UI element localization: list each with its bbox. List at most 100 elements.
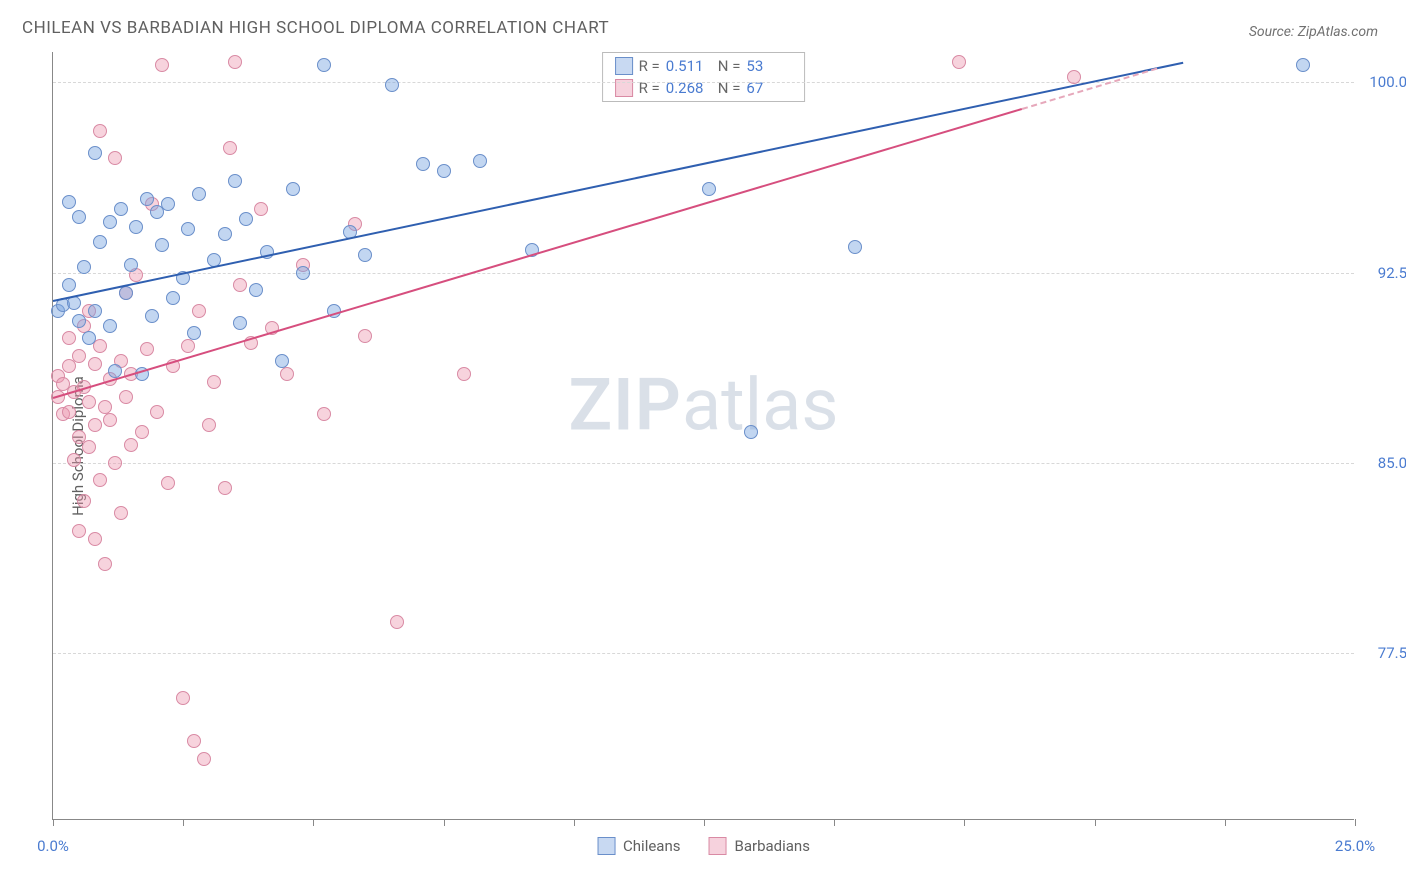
scatter-point <box>150 405 164 419</box>
scatter-point <box>228 174 242 188</box>
scatter-point <box>187 734 201 748</box>
scatter-point <box>88 357 102 371</box>
legend-label-barbadians: Barbadians <box>735 837 810 855</box>
x-tick <box>1355 819 1356 826</box>
scatter-point <box>62 331 76 345</box>
scatter-point <box>848 240 862 254</box>
scatter-point <box>88 418 102 432</box>
scatter-point <box>233 316 247 330</box>
scatter-point <box>108 151 122 165</box>
scatter-point <box>1296 58 1310 72</box>
scatter-point <box>93 235 107 249</box>
scatter-point <box>93 473 107 487</box>
scatter-point <box>218 481 232 495</box>
trend-line <box>53 108 1022 399</box>
scatter-point <box>108 456 122 470</box>
scatter-point <box>457 367 471 381</box>
scatter-point <box>103 413 117 427</box>
gridline-h <box>53 82 1354 83</box>
x-tick <box>964 819 965 826</box>
legend-item-chileans: Chileans <box>597 837 680 855</box>
y-tick-label: 100.0% <box>1362 73 1406 91</box>
scatter-point <box>202 418 216 432</box>
stats-r-value-chileans: 0.511 <box>666 57 712 75</box>
scatter-point <box>88 146 102 160</box>
scatter-point <box>77 494 91 508</box>
scatter-point <box>98 557 112 571</box>
scatter-point <box>103 319 117 333</box>
scatter-point <box>145 309 159 323</box>
scatter-point <box>228 55 242 69</box>
legend-label-chileans: Chileans <box>623 837 680 855</box>
scatter-point <box>233 278 247 292</box>
stats-row-chileans: R = 0.511 N = 53 <box>603 55 805 77</box>
scatter-point <box>72 314 86 328</box>
scatter-point <box>390 615 404 629</box>
gridline-h <box>53 463 1354 464</box>
legend-swatch-chileans <box>597 837 615 855</box>
x-tick <box>704 819 705 826</box>
legend-item-barbadians: Barbadians <box>709 837 810 855</box>
scatter-point <box>62 195 76 209</box>
chart-source: Source: ZipAtlas.com <box>1249 24 1378 40</box>
scatter-point <box>119 286 133 300</box>
scatter-point <box>416 157 430 171</box>
stats-r-label: R = <box>639 57 660 75</box>
scatter-point <box>82 331 96 345</box>
scatter-point <box>296 266 310 280</box>
x-tick <box>574 819 575 826</box>
scatter-point <box>72 349 86 363</box>
scatter-point <box>124 258 138 272</box>
x-tick <box>313 819 314 826</box>
scatter-point <box>249 283 263 297</box>
scatter-point <box>280 367 294 381</box>
scatter-point <box>223 141 237 155</box>
chart-container: CHILEAN VS BARBADIAN HIGH SCHOOL DIPLOMA… <box>0 0 1406 892</box>
scatter-point <box>82 395 96 409</box>
scatter-point <box>254 202 268 216</box>
scatter-point <box>317 58 331 72</box>
gridline-h <box>53 273 1354 274</box>
stats-row-barbadians: R = 0.268 N = 67 <box>603 77 805 99</box>
stats-box: R = 0.511 N = 53 R = 0.268 N = 67 <box>602 52 806 102</box>
scatter-point <box>103 215 117 229</box>
scatter-point <box>88 304 102 318</box>
scatter-point <box>207 375 221 389</box>
plot-area: ZIPatlas R = 0.511 N = 53 R = 0.268 N = … <box>52 52 1354 820</box>
x-tick <box>1225 819 1226 826</box>
scatter-point <box>239 212 253 226</box>
x-tick <box>834 819 835 826</box>
scatter-point <box>114 202 128 216</box>
y-tick-label: 92.5% <box>1362 264 1406 282</box>
legend-swatch-barbadians <box>709 837 727 855</box>
scatter-point <box>62 278 76 292</box>
scatter-point <box>1067 70 1081 84</box>
scatter-point <box>114 506 128 520</box>
scatter-point <box>166 291 180 305</box>
scatter-point <box>119 390 133 404</box>
chart-title: CHILEAN VS BARBADIAN HIGH SCHOOL DIPLOMA… <box>22 18 609 38</box>
scatter-point <box>161 476 175 490</box>
scatter-point <box>286 182 300 196</box>
scatter-point <box>82 440 96 454</box>
scatter-point <box>275 354 289 368</box>
scatter-point <box>140 342 154 356</box>
y-tick-label: 77.5% <box>1362 644 1406 662</box>
scatter-point <box>77 260 91 274</box>
scatter-point <box>62 405 76 419</box>
scatter-point <box>218 227 232 241</box>
scatter-point <box>72 210 86 224</box>
scatter-point <box>187 326 201 340</box>
scatter-point <box>744 425 758 439</box>
x-tick <box>183 819 184 826</box>
scatter-point <box>358 329 372 343</box>
watermark-bold: ZIP <box>568 362 681 447</box>
scatter-point <box>67 453 81 467</box>
scatter-point <box>93 124 107 138</box>
scatter-point <box>176 691 190 705</box>
x-tick <box>444 819 445 826</box>
scatter-point <box>952 55 966 69</box>
scatter-point <box>124 438 138 452</box>
scatter-point <box>140 192 154 206</box>
scatter-point <box>197 752 211 766</box>
